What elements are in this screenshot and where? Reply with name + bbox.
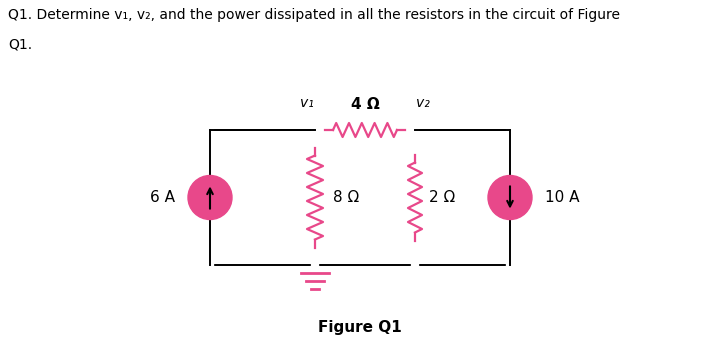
- Text: Q1. Determine v₁, v₂, and the power dissipated in all the resistors in the circu: Q1. Determine v₁, v₂, and the power diss…: [8, 8, 620, 22]
- Text: 8 Ω: 8 Ω: [333, 190, 359, 205]
- Text: v₂: v₂: [416, 96, 430, 110]
- Text: Figure Q1: Figure Q1: [318, 320, 402, 335]
- Circle shape: [488, 176, 532, 220]
- Text: 10 A: 10 A: [545, 190, 580, 205]
- Text: 4 Ω: 4 Ω: [351, 97, 379, 112]
- Circle shape: [188, 176, 232, 220]
- Text: 2 Ω: 2 Ω: [429, 190, 456, 205]
- Text: 6 A: 6 A: [150, 190, 175, 205]
- Text: v₁: v₁: [300, 96, 314, 110]
- Text: Q1.: Q1.: [8, 38, 32, 52]
